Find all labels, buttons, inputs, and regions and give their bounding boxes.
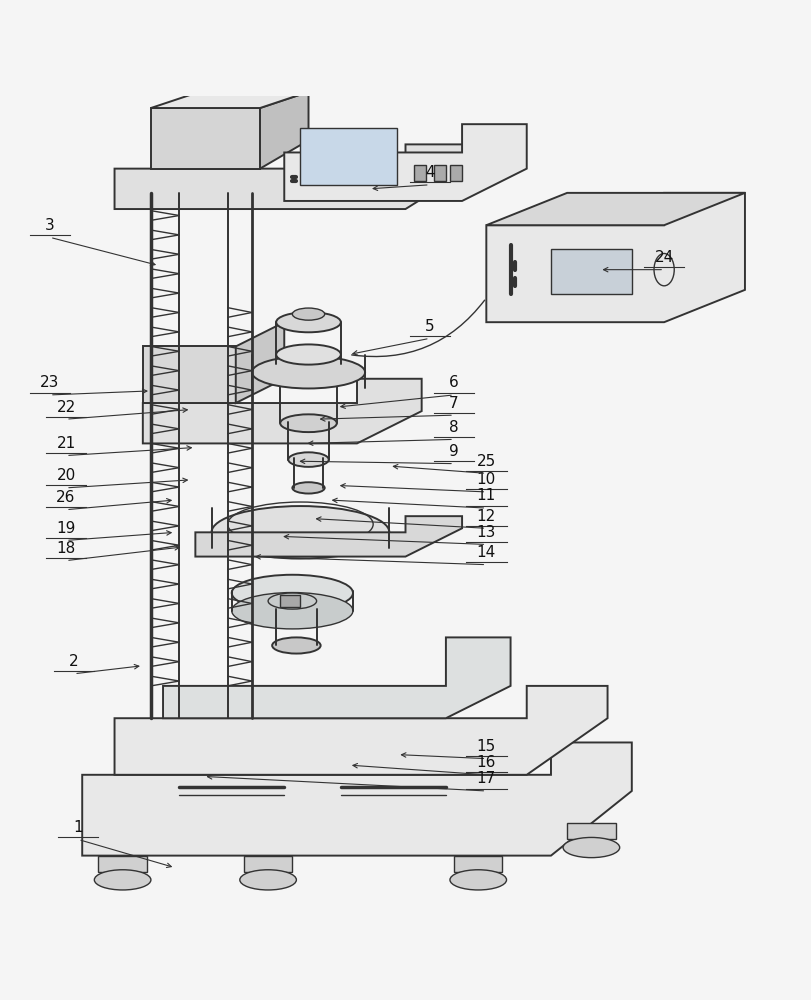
Ellipse shape bbox=[563, 837, 620, 858]
Text: 22: 22 bbox=[57, 400, 75, 415]
Text: 13: 13 bbox=[477, 525, 496, 540]
FancyBboxPatch shape bbox=[414, 165, 426, 181]
Text: 12: 12 bbox=[477, 509, 496, 524]
Text: 6: 6 bbox=[449, 375, 459, 390]
Text: 3: 3 bbox=[45, 218, 55, 233]
Text: 14: 14 bbox=[477, 545, 496, 560]
FancyBboxPatch shape bbox=[281, 595, 300, 607]
Ellipse shape bbox=[94, 870, 151, 890]
FancyBboxPatch shape bbox=[300, 128, 397, 185]
Text: 7: 7 bbox=[449, 396, 459, 411]
Polygon shape bbox=[236, 322, 285, 403]
Polygon shape bbox=[454, 856, 503, 872]
Ellipse shape bbox=[212, 506, 389, 559]
Ellipse shape bbox=[277, 344, 341, 365]
Polygon shape bbox=[260, 92, 308, 169]
Text: 26: 26 bbox=[56, 490, 75, 505]
Text: 25: 25 bbox=[477, 454, 496, 469]
Ellipse shape bbox=[288, 452, 328, 467]
Text: 21: 21 bbox=[57, 436, 75, 451]
Ellipse shape bbox=[292, 482, 324, 494]
Polygon shape bbox=[285, 124, 526, 201]
Text: 1: 1 bbox=[73, 820, 83, 835]
Polygon shape bbox=[487, 193, 745, 322]
Polygon shape bbox=[163, 637, 511, 718]
Text: 9: 9 bbox=[449, 444, 459, 459]
Polygon shape bbox=[143, 379, 422, 443]
Ellipse shape bbox=[232, 575, 353, 611]
Polygon shape bbox=[487, 193, 745, 225]
Text: 11: 11 bbox=[477, 488, 496, 503]
FancyBboxPatch shape bbox=[551, 249, 632, 294]
Polygon shape bbox=[195, 516, 462, 557]
Ellipse shape bbox=[450, 870, 507, 890]
Polygon shape bbox=[114, 144, 470, 209]
Polygon shape bbox=[143, 346, 236, 403]
Text: 19: 19 bbox=[56, 521, 75, 536]
Polygon shape bbox=[567, 823, 616, 839]
Polygon shape bbox=[151, 108, 260, 169]
Ellipse shape bbox=[292, 308, 324, 320]
FancyBboxPatch shape bbox=[450, 165, 462, 181]
Text: 8: 8 bbox=[449, 420, 459, 435]
Ellipse shape bbox=[277, 312, 341, 332]
Ellipse shape bbox=[232, 593, 353, 629]
Text: 24: 24 bbox=[654, 250, 674, 265]
Text: 5: 5 bbox=[425, 319, 435, 334]
Polygon shape bbox=[98, 856, 147, 872]
Text: 20: 20 bbox=[57, 468, 75, 483]
Ellipse shape bbox=[272, 637, 320, 654]
Ellipse shape bbox=[252, 356, 365, 388]
Text: 15: 15 bbox=[477, 739, 496, 754]
Text: 4: 4 bbox=[425, 165, 435, 180]
Polygon shape bbox=[114, 686, 607, 775]
Ellipse shape bbox=[281, 414, 337, 432]
FancyBboxPatch shape bbox=[434, 165, 446, 181]
Ellipse shape bbox=[240, 870, 296, 890]
Text: 17: 17 bbox=[477, 771, 496, 786]
Polygon shape bbox=[151, 92, 308, 108]
Text: 16: 16 bbox=[477, 755, 496, 770]
Polygon shape bbox=[82, 742, 632, 856]
Text: 10: 10 bbox=[477, 472, 496, 487]
Text: 23: 23 bbox=[41, 375, 59, 390]
Polygon shape bbox=[244, 856, 292, 872]
Text: 18: 18 bbox=[57, 541, 75, 556]
Text: 2: 2 bbox=[69, 654, 79, 669]
